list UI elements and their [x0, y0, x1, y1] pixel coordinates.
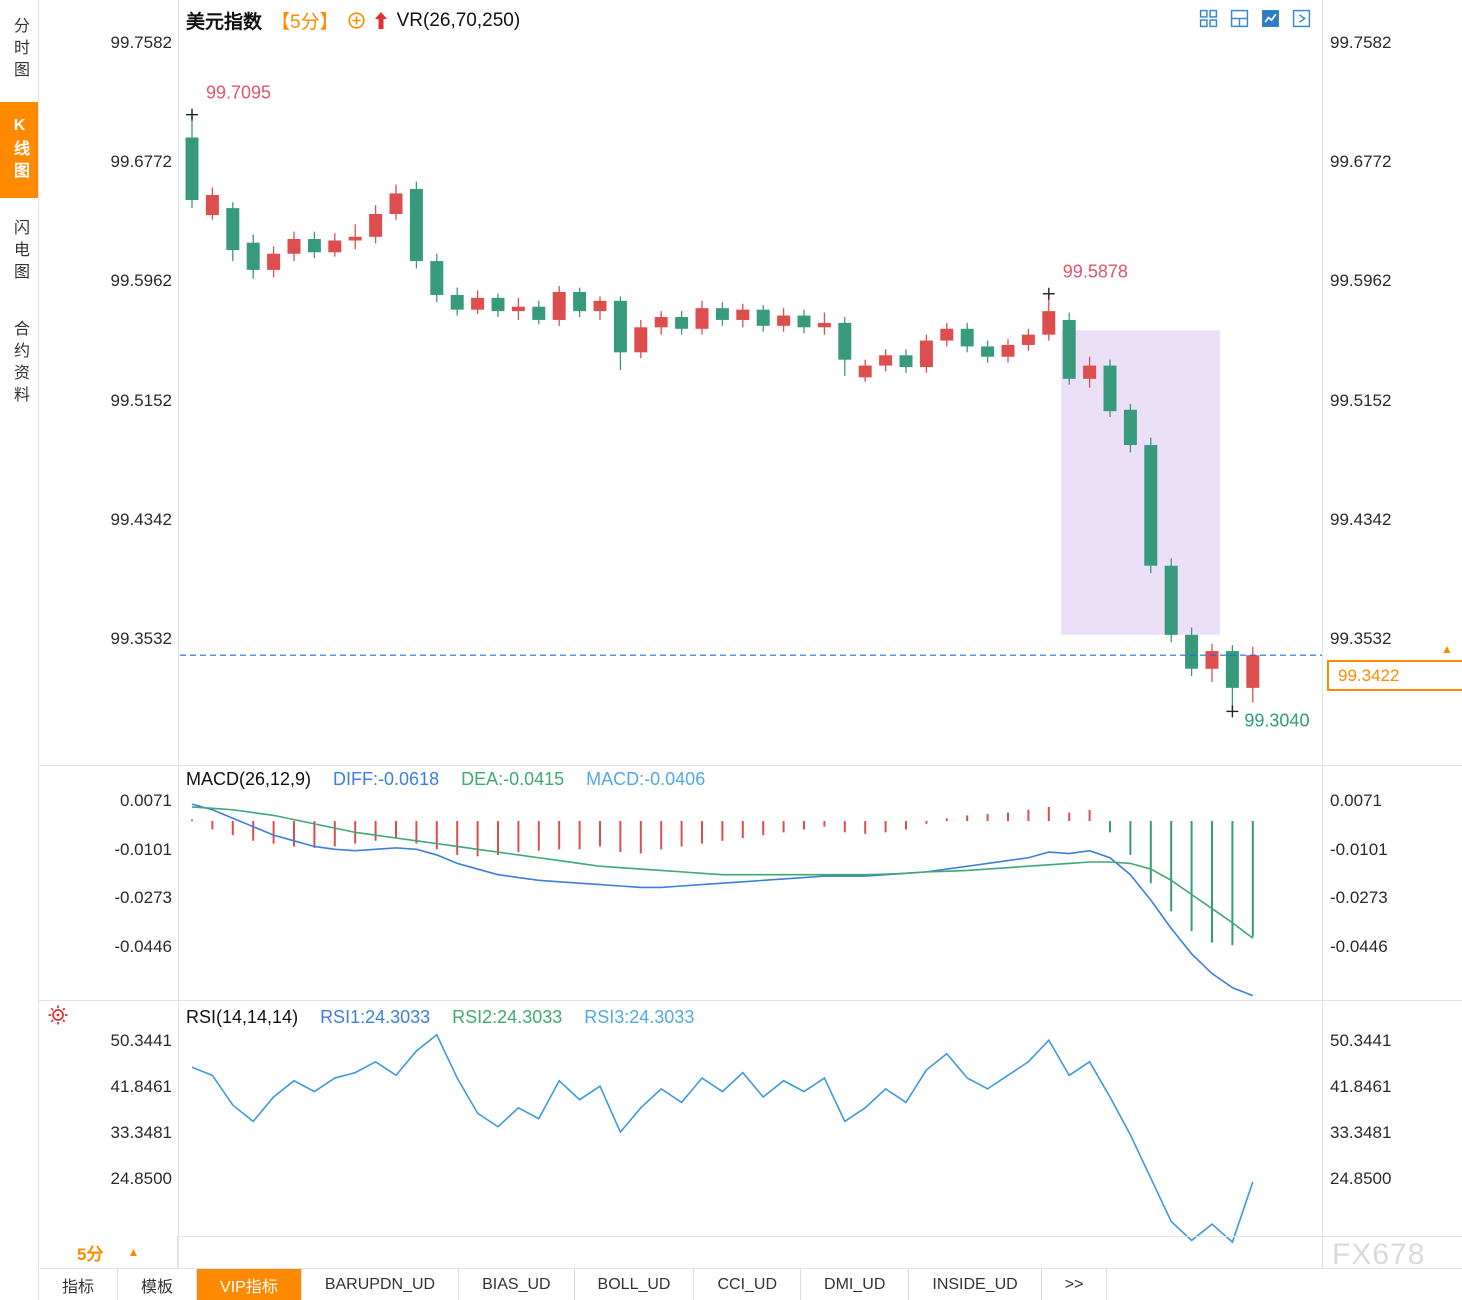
tab-dmi-ud[interactable]: DMI_UD: [801, 1269, 910, 1300]
indicator-settings-icon[interactable]: [47, 1004, 69, 1031]
y-axis-tick: 0.0071: [120, 791, 172, 810]
sidebar-tab-kline-chart[interactable]: K线图: [0, 102, 38, 198]
y-axis-tick: 99.7582: [110, 33, 172, 52]
macd-title-row: MACD(26,12,9) DIFF:-0.0618 DEA:-0.0415 M…: [186, 769, 705, 790]
tab-inside-ud[interactable]: INSIDE_UD: [909, 1269, 1042, 1300]
up-triangle-icon: ▲: [127, 1245, 140, 1259]
sidebar-divider: [38, 0, 39, 1300]
y-axis-tick: 33.3481: [110, 1122, 172, 1142]
interval-selector[interactable]: 5分 ▲: [39, 1236, 178, 1268]
y-axis-tick: 99.3532: [1330, 629, 1392, 648]
rsi-title[interactable]: RSI(14,14,14): [186, 1007, 299, 1027]
price-annotation: 99.7095: [206, 82, 272, 103]
y-axis-tick: 99.5152: [110, 390, 172, 410]
left-axis-divider: [178, 0, 179, 1269]
watermark: FX678: [1332, 1238, 1426, 1271]
layout-chart-icon[interactable]: [1258, 6, 1283, 31]
y-axis-tick: -0.0446: [114, 937, 172, 956]
chart-header: 美元指数 【5分】 VR(26,70,250): [186, 7, 520, 34]
y-axis-tick: 99.3532: [110, 629, 172, 648]
y-axis-tick: -0.0101: [1330, 839, 1388, 859]
tab-barupdn-ud[interactable]: BARUPDN_UD: [302, 1269, 460, 1300]
tab-cci-ud[interactable]: CCI_UD: [694, 1269, 802, 1300]
tab-indicators[interactable]: 指标: [39, 1269, 119, 1300]
up-arrow-icon: [374, 11, 388, 30]
y-axis-tick: 99.6772: [1330, 152, 1392, 172]
price-annotation: 99.3040: [1244, 710, 1310, 731]
y-axis-tick: 24.8500: [1330, 1169, 1392, 1188]
y-axis-tick: -0.0273: [114, 888, 172, 908]
circle-plus-icon[interactable]: [347, 12, 365, 29]
sidebar-tab-time-chart[interactable]: 分时图: [0, 4, 38, 96]
rsi3-value: RSI3:24.3033: [584, 1007, 695, 1027]
y-axis-tick: 0.0071: [1330, 791, 1382, 810]
panel-separator: [38, 1236, 1462, 1237]
panel-separator: [38, 765, 1462, 766]
rsi1-value: RSI1:24.3033: [320, 1007, 431, 1027]
y-axis-tick: 99.4342: [110, 509, 172, 529]
sidebar-tab-lightning-chart[interactable]: 闪电图: [0, 206, 38, 298]
tab-templates[interactable]: 模板: [118, 1269, 198, 1300]
macd-hist-value: MACD:-0.0406: [586, 769, 706, 789]
tab-vip-indicators[interactable]: VIP指标: [197, 1269, 302, 1300]
price-annotation: 99.5878: [1062, 261, 1128, 282]
tab-more[interactable]: >>: [1042, 1269, 1108, 1300]
y-axis-tick: -0.0273: [1330, 888, 1388, 908]
layout-quad-icon[interactable]: [1196, 6, 1221, 31]
y-axis-tick: 50.3441: [1330, 1031, 1392, 1050]
y-axis-tick: 41.8461: [110, 1076, 172, 1096]
current-price-tag: 99.3422: [1327, 660, 1462, 691]
interval-tag[interactable]: 【5分】: [271, 12, 339, 33]
sidebar-tab-contract-info[interactable]: 合约资料: [0, 304, 38, 424]
symbol-name: 美元指数: [186, 12, 263, 33]
y-axis-tick: 99.7582: [1330, 33, 1392, 52]
layout-next-icon[interactable]: [1289, 6, 1314, 31]
tabbar-separator: [38, 1268, 1462, 1269]
y-axis-tick: 99.5962: [1330, 271, 1392, 291]
y-axis-tick: 24.8500: [110, 1169, 172, 1188]
panel-separator: [38, 1000, 1462, 1001]
y-axis-tick: 99.5962: [110, 271, 172, 291]
macd-title[interactable]: MACD(26,12,9): [186, 769, 312, 789]
tab-boll-ud[interactable]: BOLL_UD: [575, 1269, 695, 1300]
tab-bias-ud[interactable]: BIAS_UD: [459, 1269, 575, 1300]
macd-dea-value: DEA:-0.0415: [461, 769, 565, 789]
right-axis-divider: [1322, 0, 1323, 1269]
y-axis-tick: -0.0101: [114, 839, 172, 859]
y-axis-tick: 50.3441: [110, 1031, 172, 1050]
macd-diff-value: DIFF:-0.0618: [333, 769, 440, 789]
layout-split-icon[interactable]: [1227, 6, 1252, 31]
rsi-title-row: RSI(14,14,14) RSI1:24.3033 RSI2:24.3033 …: [186, 1007, 694, 1028]
y-axis-tick: 99.5152: [1330, 390, 1392, 410]
y-axis-tick: 99.6772: [110, 152, 172, 172]
price-direction-arrow-icon: ▲: [1441, 642, 1453, 656]
overlay-indicator-label[interactable]: VR(26,70,250): [396, 9, 521, 31]
y-axis-tick: 33.3481: [1330, 1122, 1392, 1142]
indicator-tabbar: 指标 模板 VIP指标 BARUPDN_UD BIAS_UD BOLL_UD C…: [39, 1269, 1462, 1300]
y-axis-tick: 41.8461: [1330, 1076, 1392, 1096]
y-axis-tick: -0.0446: [1330, 937, 1388, 956]
y-axis-tick: 99.4342: [1330, 509, 1392, 529]
interval-label: 5分: [77, 1244, 104, 1264]
layout-toolbar: [1196, 6, 1314, 31]
rsi2-value: RSI2:24.3033: [452, 1007, 563, 1027]
